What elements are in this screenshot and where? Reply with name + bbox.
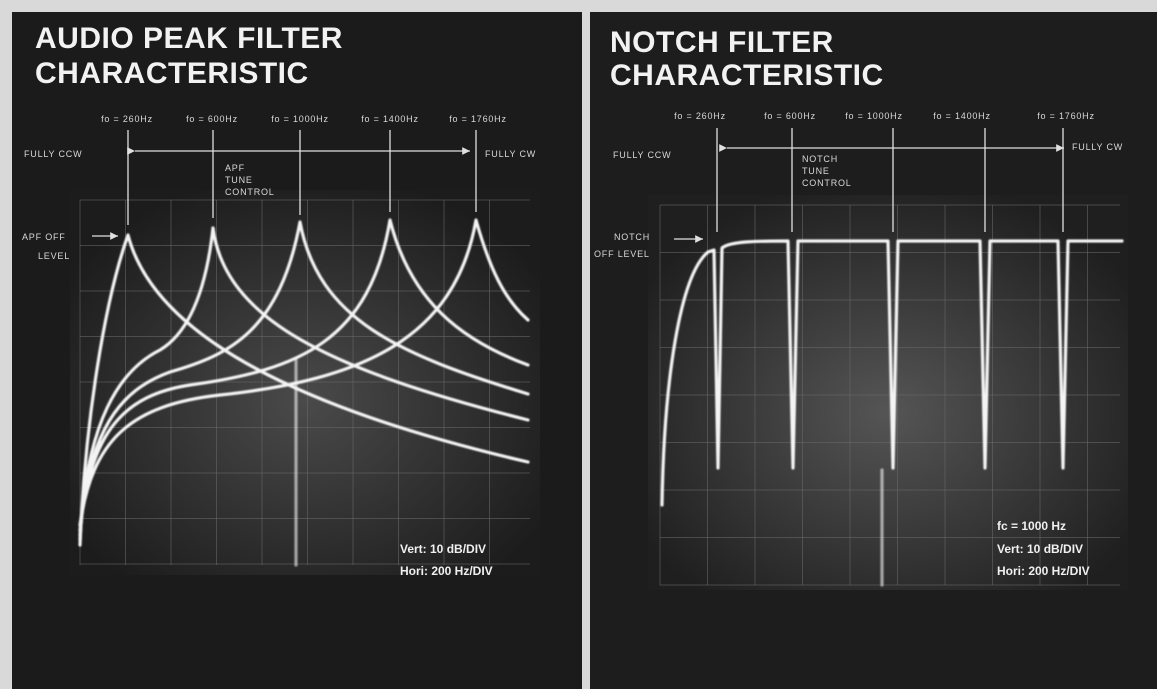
scale-label: Hori: 200 Hz/DIV [997, 564, 1090, 578]
title-line: NOTCH FILTER [610, 26, 834, 59]
off-level-label: NOTCH [614, 232, 650, 242]
marker-label: fo = 1000Hz [845, 111, 903, 121]
control-label: CONTROL [225, 187, 275, 197]
scale-label: Vert: 10 dB/DIV [400, 542, 486, 556]
marker-label: fo = 600Hz [186, 114, 238, 124]
marker-label: fo = 1000Hz [271, 114, 329, 124]
marker-label: fo = 1760Hz [449, 114, 507, 124]
marker-label: fo = 260Hz [674, 111, 726, 121]
off-level-label: OFF LEVEL [594, 249, 650, 259]
marker-label: fo = 1400Hz [933, 111, 991, 121]
fully-ccw: FULLY CCW [613, 150, 671, 160]
marker-label: fo = 1760Hz [1037, 111, 1095, 121]
fully-cw: FULLY CW [1072, 142, 1123, 152]
fully-cw: FULLY CW [485, 149, 536, 159]
off-level-label: LEVEL [38, 251, 70, 261]
center-label: fc = 1000 Hz [997, 519, 1066, 533]
off-level-label: APF OFF [22, 232, 66, 242]
control-label: TUNE [802, 166, 830, 176]
marker-label: fo = 1400Hz [361, 114, 419, 124]
title-line: AUDIO PEAK FILTER [35, 22, 343, 55]
control-label: APF [225, 163, 245, 173]
scale-label: Hori: 200 Hz/DIV [400, 564, 493, 578]
title-line: CHARACTERISTIC [35, 57, 309, 90]
marker-label: fo = 600Hz [764, 111, 816, 121]
fully-ccw: FULLY CCW [24, 149, 82, 159]
scale-label: Vert: 10 dB/DIV [997, 542, 1083, 556]
marker-label: fo = 260Hz [101, 114, 153, 124]
control-label: NOTCH [802, 154, 838, 164]
control-label: CONTROL [802, 178, 852, 188]
title-line: CHARACTERISTIC [610, 59, 884, 92]
control-label: TUNE [225, 175, 253, 185]
brochure-figure: AUDIO PEAK FILTER CHARACTERISTIC fo = 26… [0, 0, 1157, 689]
